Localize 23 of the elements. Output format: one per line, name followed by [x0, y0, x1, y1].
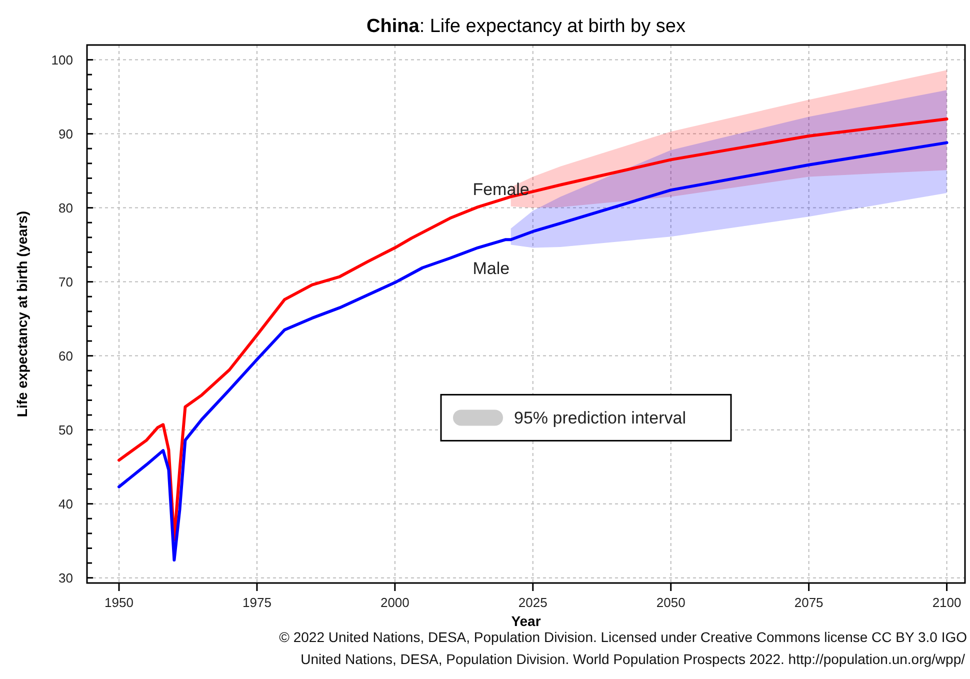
- x-tick-label: 1975: [242, 595, 272, 610]
- y-tick-label: 90: [58, 126, 73, 142]
- x-tick-label: 2000: [380, 595, 410, 610]
- y-tick-label: 30: [58, 570, 73, 586]
- x-tick-label: 2100: [932, 595, 962, 610]
- y-tick-label: 100: [51, 52, 73, 68]
- x-tick-label: 2050: [656, 595, 686, 610]
- x-tick-label: 2075: [794, 595, 824, 610]
- y-axis-title: Life expectancy at birth (years): [14, 210, 30, 418]
- y-tick-label: 60: [58, 348, 73, 364]
- y-tick-label: 50: [58, 422, 73, 438]
- text: United Nations, DESA, Population Division. World Population Prospects 2022. http://population.un.org/wpp/: [300, 651, 966, 667]
- x-axis-title: Year: [511, 613, 542, 629]
- text: © 2022 United Nations, DESA, Population Division. Licensed under Creative Commons license CC BY 3.0 IGO: [279, 629, 968, 645]
- x-tick-label: 2025: [518, 595, 548, 610]
- series-label: Female: [472, 180, 530, 200]
- y-tick-label: 40: [58, 496, 73, 512]
- series-label: Male: [472, 258, 510, 278]
- legend-title: 95% prediction interval: [514, 408, 686, 428]
- chart-title: China: Life expectancy at birth by sex: [366, 16, 686, 37]
- y-tick-label: 70: [58, 274, 73, 290]
- x-tick-label: 1950: [104, 595, 134, 610]
- y-tick-label: 80: [58, 200, 73, 216]
